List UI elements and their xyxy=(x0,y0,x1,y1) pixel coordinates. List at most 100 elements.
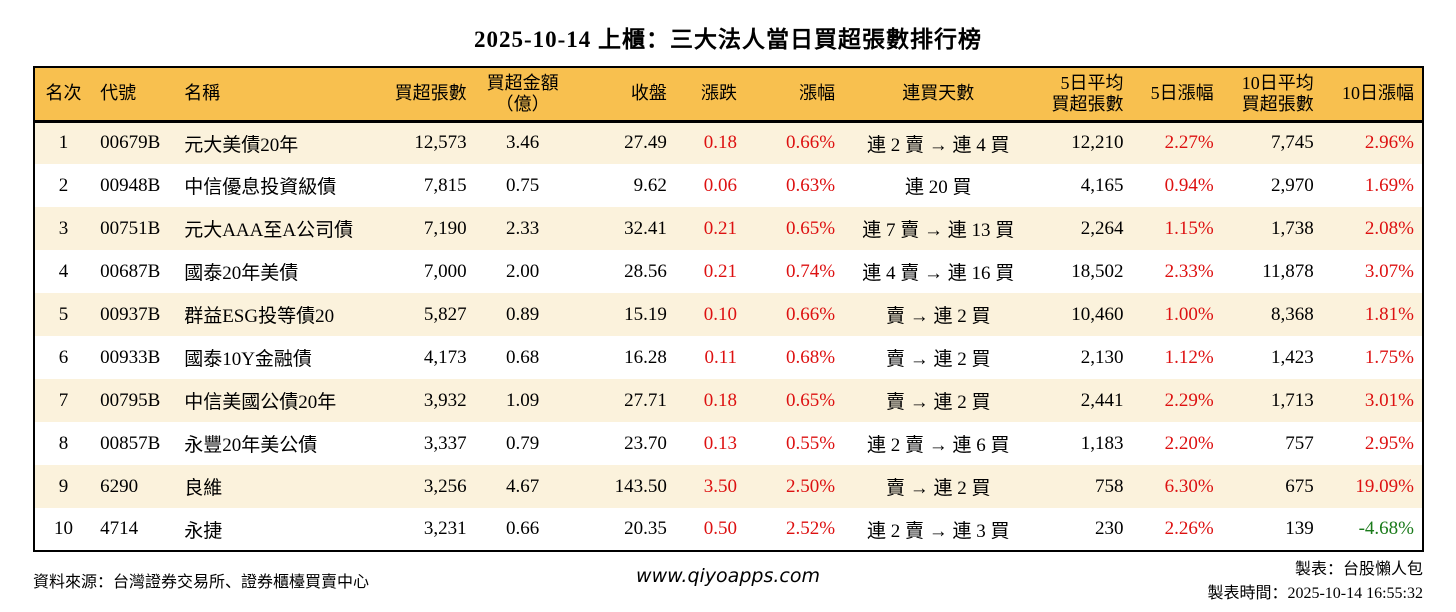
cell-change_pct: 2.50% xyxy=(786,475,836,497)
col-header-pct5: 5日漲幅 xyxy=(1133,67,1222,123)
cell-pct5: 1.15% xyxy=(1164,217,1214,239)
cell-avg10: 139 xyxy=(1285,518,1314,539)
cell-close: 27.49 xyxy=(624,132,667,154)
cell-pct5: 2.33% xyxy=(1164,260,1214,282)
table-header-row: 名次 代號 名稱 買超張數 買超金額 （億） 收盤 漲跌 漲幅 連買天數 5日平均 買超張數 5日漲… xyxy=(34,67,1423,123)
col-header-buy_volume: 買超張數 xyxy=(374,67,475,123)
cell-pct10: 1.81% xyxy=(1364,303,1414,325)
cell-buy_amount: 1.09 xyxy=(506,389,540,411)
cell-change_pct: 2.52% xyxy=(786,518,836,539)
cell-name: 永豐20年美公債 xyxy=(184,435,318,456)
cell-name: 永捷 xyxy=(184,520,223,542)
website-url: www.qiyoapps.com xyxy=(636,565,820,587)
cell-pct10: 2.95% xyxy=(1364,432,1414,454)
col-header-name: 名稱 xyxy=(178,67,375,123)
cell-code: 4714 xyxy=(100,518,139,539)
cell-buy_volume: 3,932 xyxy=(423,389,467,411)
cell-avg10: 8,368 xyxy=(1271,303,1314,325)
cell-pct10: 3.07% xyxy=(1364,260,1414,282)
table-row: 8 00857B 永豐20年美公債 3,337 0.79 23.70 0.13 0.55% 連 … xyxy=(34,422,1423,465)
cell-close: 9.62 xyxy=(633,174,667,196)
cell-pct10: -4.68% xyxy=(1358,518,1414,539)
cell-buy_volume: 12,573 xyxy=(414,132,467,154)
cell-avg5: 18,502 xyxy=(1071,260,1124,282)
cell-streak: 連 20 買 xyxy=(904,177,972,198)
cell-avg10: 1,423 xyxy=(1271,346,1314,368)
cell-pct10: 1.69% xyxy=(1364,174,1414,196)
cell-buy_volume: 4,173 xyxy=(423,346,467,368)
cell-pct10: 2.96% xyxy=(1364,132,1414,154)
cell-code: 00933B xyxy=(100,346,161,368)
cell-change: 0.50 xyxy=(703,518,737,539)
cell-code: 00687B xyxy=(100,260,161,282)
page-title: 2025-10-14 上櫃：三大法人當日買超張數排行榜 xyxy=(473,27,983,52)
col-header-buy_amount: 買超金額 （億） xyxy=(474,67,571,123)
cell-pct10: 2.08% xyxy=(1364,217,1414,239)
cell-pct5: 6.30% xyxy=(1164,475,1214,497)
cell-avg5: 2,130 xyxy=(1080,346,1124,368)
cell-pct5: 1.00% xyxy=(1164,303,1214,325)
cell-close: 20.35 xyxy=(624,518,667,539)
cell-name: 良維 xyxy=(184,478,223,499)
cell-close: 27.71 xyxy=(624,389,667,411)
cell-close: 32.41 xyxy=(624,217,667,239)
col-header-change_pct: 漲幅 xyxy=(750,67,846,123)
cell-code: 00948B xyxy=(100,174,161,196)
cell-close: 15.19 xyxy=(624,303,667,325)
cell-avg5: 4,165 xyxy=(1080,174,1124,196)
cell-rank: 2 xyxy=(58,174,69,196)
col-header-change: 漲跌 xyxy=(674,67,751,123)
table-row: 2 00948B 中信優息投資級債 7,815 0.75 9.62 0.06 0.63% 連 2… xyxy=(34,164,1423,207)
cell-change_pct: 0.74% xyxy=(786,260,836,282)
cell-pct10: 1.75% xyxy=(1364,346,1414,368)
cell-pct5: 2.20% xyxy=(1164,432,1214,454)
cell-name: 國泰20年美債 xyxy=(184,263,299,284)
cell-code: 00857B xyxy=(100,432,161,454)
col-header-streak: 連買天數 xyxy=(845,67,1032,123)
cell-pct5: 0.94% xyxy=(1164,174,1214,196)
cell-avg10: 757 xyxy=(1285,432,1314,454)
cell-buy_amount: 2.33 xyxy=(506,217,540,239)
cell-change: 0.13 xyxy=(703,432,737,454)
cell-avg10: 2,970 xyxy=(1271,174,1314,196)
cell-pct5: 2.26% xyxy=(1164,518,1214,539)
cell-change: 0.21 xyxy=(703,217,737,239)
cell-change: 0.18 xyxy=(703,389,737,411)
cell-streak: 連 7 賣 → 連 13 買 xyxy=(862,220,1015,241)
cell-change: 0.06 xyxy=(703,174,737,196)
cell-change: 0.18 xyxy=(703,132,737,154)
cell-streak: 賣 → 連 2 買 xyxy=(885,478,991,499)
ranking-table: 名次 代號 名稱 買超張數 買超金額 （億） 收盤 漲跌 漲幅 連買天數 5日平均 買超張數 5日漲… xyxy=(33,66,1424,552)
table-row: 6 00933B 國泰10Y金融債 4,173 0.68 16.28 0.11 0.68% 賣 … xyxy=(34,336,1423,379)
cell-buy_amount: 2.00 xyxy=(506,260,540,282)
cell-change: 0.10 xyxy=(703,303,737,325)
data-source-note: 資料來源：台灣證券交易所、證券櫃檯買賣中心 xyxy=(33,574,370,591)
cell-name: 中信優息投資級債 xyxy=(184,177,337,198)
cell-change_pct: 0.66% xyxy=(786,132,836,154)
cell-pct10: 3.01% xyxy=(1364,389,1414,411)
cell-avg5: 12,210 xyxy=(1071,132,1124,154)
cell-buy_volume: 3,337 xyxy=(423,432,467,454)
col-header-close: 收盤 xyxy=(570,67,675,123)
cell-buy_amount: 3.46 xyxy=(506,132,540,154)
cell-avg5: 230 xyxy=(1095,518,1124,539)
cell-streak: 連 4 賣 → 連 16 買 xyxy=(862,263,1015,284)
cell-buy_amount: 0.89 xyxy=(506,303,540,325)
cell-avg10: 1,713 xyxy=(1271,389,1314,411)
cell-close: 23.70 xyxy=(624,432,667,454)
col-header-code: 代號 xyxy=(92,67,179,123)
cell-streak: 賣 → 連 2 買 xyxy=(885,306,991,327)
cell-avg5: 2,264 xyxy=(1080,217,1124,239)
cell-rank: 6 xyxy=(58,346,69,368)
cell-buy_amount: 0.68 xyxy=(506,346,540,368)
table-row: 5 00937B 群益ESG投等債20 5,827 0.89 15.19 0.10 0.66%… xyxy=(34,293,1423,336)
maker-credit: 製表：台股懶人包 xyxy=(1294,561,1423,578)
cell-buy_volume: 7,815 xyxy=(423,174,467,196)
cell-avg10: 675 xyxy=(1285,475,1314,497)
cell-name: 群益ESG投等債20 xyxy=(184,306,335,327)
cell-change_pct: 0.65% xyxy=(786,389,836,411)
col-header-pct10: 10日漲幅 xyxy=(1323,67,1423,123)
cell-change: 0.21 xyxy=(703,260,737,282)
cell-avg5: 1,183 xyxy=(1080,432,1124,454)
